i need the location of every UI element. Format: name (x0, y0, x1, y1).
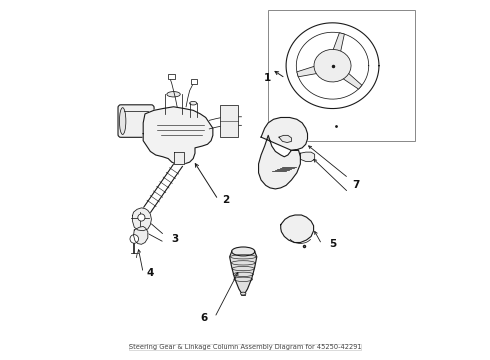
Polygon shape (338, 68, 362, 89)
Text: Steering Gear & Linkage Column Assembly Diagram for 45250-42291: Steering Gear & Linkage Column Assembly … (129, 344, 361, 350)
Text: 4: 4 (147, 268, 154, 278)
Polygon shape (173, 152, 184, 164)
Bar (220, 105, 238, 137)
Polygon shape (300, 152, 315, 161)
Polygon shape (143, 107, 213, 164)
Text: 2: 2 (222, 195, 229, 204)
Polygon shape (297, 64, 324, 77)
Polygon shape (281, 215, 314, 243)
Polygon shape (331, 33, 344, 58)
Text: 7: 7 (352, 180, 360, 190)
Polygon shape (279, 135, 292, 143)
Text: 1: 1 (264, 73, 271, 83)
Text: 6: 6 (200, 312, 207, 323)
Polygon shape (230, 251, 257, 294)
Ellipse shape (232, 247, 255, 256)
Bar (168, 74, 174, 79)
Text: 3: 3 (172, 234, 179, 244)
Circle shape (138, 214, 145, 221)
FancyBboxPatch shape (118, 105, 154, 137)
Polygon shape (132, 208, 151, 231)
Text: 5: 5 (329, 239, 336, 249)
Bar (268, 10, 415, 141)
Polygon shape (286, 23, 379, 109)
Polygon shape (259, 117, 308, 189)
Polygon shape (314, 49, 351, 82)
Ellipse shape (120, 108, 126, 134)
Bar (191, 79, 197, 84)
Ellipse shape (241, 292, 246, 295)
Polygon shape (134, 226, 148, 244)
Ellipse shape (190, 102, 197, 105)
Circle shape (130, 235, 139, 243)
Ellipse shape (167, 91, 180, 97)
Polygon shape (322, 56, 343, 75)
